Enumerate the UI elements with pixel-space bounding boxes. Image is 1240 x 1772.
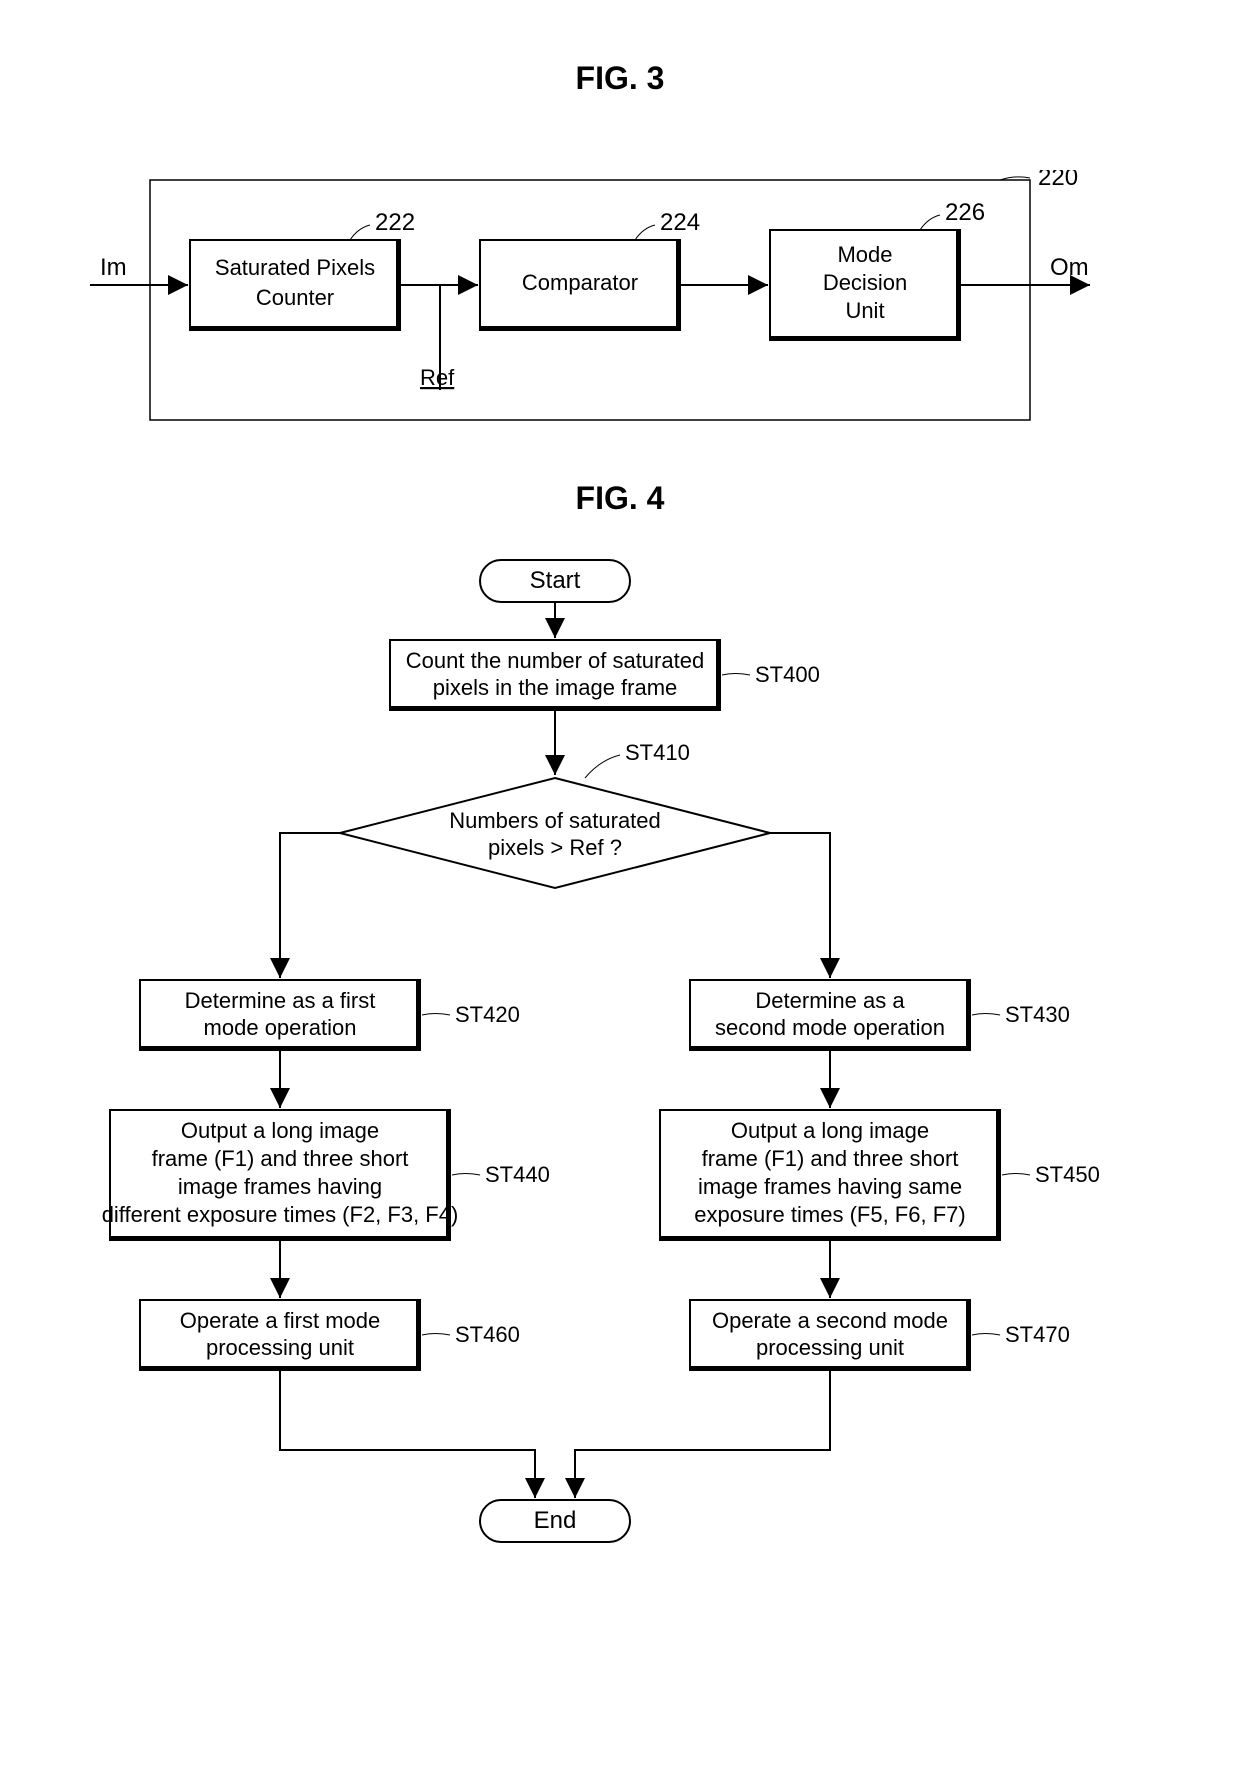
end-label: End bbox=[534, 1507, 577, 1534]
branch-left bbox=[280, 833, 340, 978]
st400-line1: Count the number of saturated bbox=[406, 648, 704, 673]
st450-line1: Output a long image bbox=[731, 1118, 929, 1143]
st400-line2: pixels in the image frame bbox=[433, 675, 678, 700]
fig4-title: FIG. 4 bbox=[0, 480, 1240, 517]
block-226-ref: 226 bbox=[945, 199, 985, 226]
block-226-line2: Decision bbox=[823, 270, 907, 295]
st470-line2: processing unit bbox=[756, 1335, 904, 1360]
st420-line2: mode operation bbox=[204, 1015, 357, 1040]
st430-line2: second mode operation bbox=[715, 1015, 945, 1040]
input-label: Im bbox=[100, 254, 127, 281]
st410-ref: ST410 bbox=[625, 740, 690, 765]
block-222-line2: Counter bbox=[256, 285, 334, 310]
block-226-line1: Mode bbox=[837, 242, 892, 267]
fig4-flowchart: Start Count the number of saturated pixe… bbox=[90, 550, 1150, 1730]
st400-ref: ST400 bbox=[755, 662, 820, 687]
st440-line4: different exposure times (F2, F3, F4) bbox=[102, 1202, 459, 1227]
st410-line2: pixels > Ref ? bbox=[488, 835, 622, 860]
output-label: Om bbox=[1050, 254, 1089, 281]
ref-label: Ref bbox=[420, 365, 455, 390]
st440-line2: frame (F1) and three short bbox=[152, 1146, 409, 1171]
block-224-ref: 224 bbox=[660, 209, 700, 236]
branch-right bbox=[770, 833, 830, 978]
st460-ref: ST460 bbox=[455, 1322, 520, 1347]
block-222-line1: Saturated Pixels bbox=[215, 255, 375, 280]
block-226-line3: Unit bbox=[845, 298, 884, 323]
block-222-ref: 222 bbox=[375, 209, 415, 236]
st410-line1: Numbers of saturated bbox=[449, 808, 661, 833]
fig3-title: FIG. 3 bbox=[0, 60, 1240, 97]
merge-left bbox=[280, 1370, 535, 1498]
merge-right bbox=[575, 1370, 830, 1498]
st450-ref: ST450 bbox=[1035, 1162, 1100, 1187]
st460-line1: Operate a first mode bbox=[180, 1308, 381, 1333]
block-224-line1: Comparator bbox=[522, 270, 638, 295]
st470-ref: ST470 bbox=[1005, 1322, 1070, 1347]
st460-line2: processing unit bbox=[206, 1335, 354, 1360]
st440-line3: image frames having bbox=[178, 1174, 382, 1199]
start-label: Start bbox=[530, 567, 581, 594]
diamond-st410 bbox=[340, 778, 770, 888]
st470-line1: Operate a second mode bbox=[712, 1308, 948, 1333]
st430-line1: Determine as a bbox=[755, 988, 905, 1013]
st450-line2: frame (F1) and three short bbox=[702, 1146, 959, 1171]
st440-line1: Output a long image bbox=[181, 1118, 379, 1143]
st420-line1: Determine as a first bbox=[185, 988, 376, 1013]
fig3-diagram: 220 Saturated Pixels Counter 222 Compara… bbox=[80, 170, 1160, 450]
st440-ref: ST440 bbox=[485, 1162, 550, 1187]
st450-line4: exposure times (F5, F6, F7) bbox=[694, 1202, 965, 1227]
st450-line3: image frames having same bbox=[698, 1174, 962, 1199]
st430-ref: ST430 bbox=[1005, 1002, 1070, 1027]
fig3-container-ref: 220 bbox=[1038, 170, 1078, 191]
st420-ref: ST420 bbox=[455, 1002, 520, 1027]
